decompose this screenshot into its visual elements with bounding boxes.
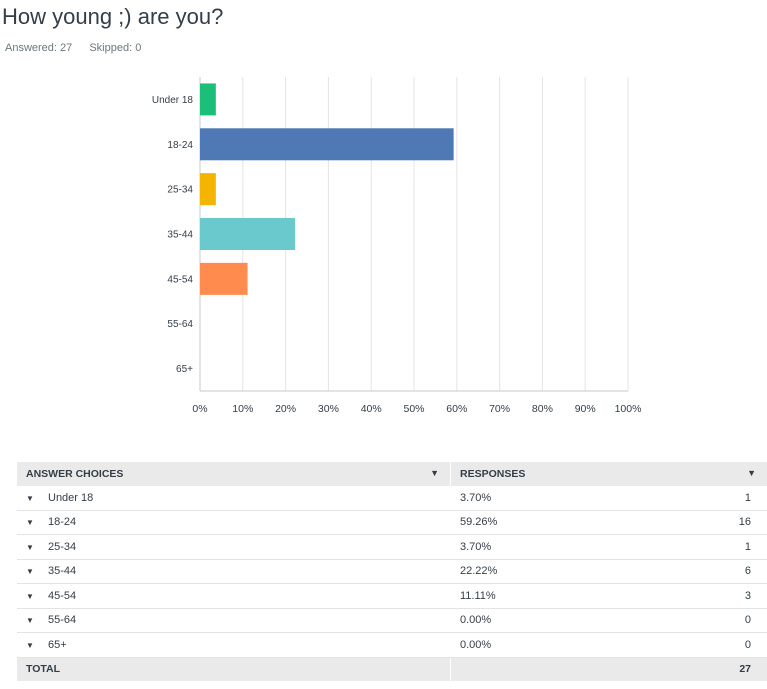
x-tick-label: 20% <box>275 403 296 415</box>
answer-choices-header[interactable]: ANSWER CHOICES ▼ <box>17 462 451 486</box>
category-label: 65+ <box>176 364 193 375</box>
x-tick-label: 80% <box>532 403 553 415</box>
sort-caret-icon[interactable]: ▼ <box>747 468 756 478</box>
x-tick-label: 0% <box>192 403 207 415</box>
answered-count: Answered: 27 <box>5 42 73 54</box>
response-percent: 22.22% <box>450 559 641 584</box>
bar[interactable] <box>200 173 216 206</box>
x-tick-label: 70% <box>489 403 510 415</box>
answer-choice-label: 45-54 <box>48 589 77 602</box>
expand-arrow-icon[interactable]: ▼ <box>26 640 34 650</box>
response-percent: 3.70% <box>450 534 641 560</box>
answer-choice-cell[interactable]: ▼ 45-54 <box>17 583 451 609</box>
category-label: 45-54 <box>167 274 193 285</box>
expand-arrow-icon[interactable]: ▼ <box>26 567 34 577</box>
bar-chart: 0% 10% 20% 30% 40% 50% 60% 70% 80% 90% 100% Under 1… <box>152 77 642 415</box>
table-row: ▼ 18-24 59.26% 16 <box>17 510 767 535</box>
response-count: 1 <box>640 486 767 511</box>
x-tick-label: 50% <box>403 403 424 415</box>
x-tick-label: 100% <box>615 403 642 415</box>
sort-caret-icon[interactable]: ▼ <box>430 468 439 478</box>
table-row: ▼ 65+ 0.00% 0 <box>17 632 767 658</box>
category-label: 35-44 <box>167 230 193 241</box>
response-percent: 59.26% <box>450 510 641 535</box>
expand-arrow-icon[interactable]: ▼ <box>26 518 34 528</box>
answer-choice-label: 35-44 <box>48 565 77 578</box>
table-row: ▼ Under 18 3.70% 1 <box>17 486 767 511</box>
expand-arrow-icon[interactable]: ▼ <box>26 591 34 601</box>
x-tick-label: 90% <box>575 403 596 415</box>
response-percent: 3.70% <box>450 486 641 511</box>
x-tick-label: 60% <box>446 403 467 415</box>
question-title: How young ;) are you? <box>2 4 224 29</box>
x-tick-label: 30% <box>318 403 339 415</box>
response-count: 16 <box>640 510 767 535</box>
answer-choice-label: 55-64 <box>48 614 77 627</box>
answer-choice-label: 18-24 <box>48 516 77 529</box>
category-label: 25-34 <box>167 185 193 196</box>
bar[interactable] <box>200 83 216 116</box>
response-count: 0 <box>640 608 767 633</box>
answer-choice-label: 25-34 <box>48 540 77 553</box>
category-label: 55-64 <box>167 319 193 330</box>
response-stats: Answered: 27 Skipped: 0 <box>5 42 155 54</box>
response-count: 1 <box>640 534 767 560</box>
answer-choice-label: 65+ <box>48 638 67 651</box>
responses-table: ANSWER CHOICES ▼ RESPONSES ▼ ▼ Under 18 3.… <box>17 462 767 681</box>
response-percent: 11.11% <box>450 583 641 609</box>
response-percent: 0.00% <box>450 608 641 633</box>
response-count: 0 <box>640 632 767 658</box>
response-count: 3 <box>640 583 767 609</box>
bar[interactable] <box>200 128 454 161</box>
answer-choice-label: Under 18 <box>48 491 94 504</box>
answer-choices-header-label: ANSWER CHOICES <box>26 468 124 480</box>
answer-choice-cell[interactable]: ▼ 65+ <box>17 632 451 658</box>
table-row: ▼ 55-64 0.00% 0 <box>17 608 767 633</box>
x-tick-label: 10% <box>232 403 253 415</box>
expand-arrow-icon[interactable]: ▼ <box>26 542 34 552</box>
table-row: ▼ 25-34 3.70% 1 <box>17 534 767 560</box>
category-label: 18-24 <box>167 140 193 151</box>
total-row: TOTAL 27 <box>17 657 767 681</box>
category-label: Under 18 <box>152 95 194 106</box>
total-label: TOTAL <box>17 657 451 681</box>
answer-choice-cell[interactable]: ▼ Under 18 <box>17 486 451 511</box>
answer-choice-cell[interactable]: ▼ 25-34 <box>17 534 451 560</box>
table-row: ▼ 45-54 11.11% 3 <box>17 583 767 609</box>
response-count: 6 <box>640 559 767 584</box>
answer-choice-cell[interactable]: ▼ 35-44 <box>17 559 451 584</box>
responses-header[interactable]: RESPONSES ▼ <box>450 462 767 486</box>
table-header-row: ANSWER CHOICES ▼ RESPONSES ▼ <box>17 462 767 486</box>
bar[interactable] <box>200 218 296 250</box>
expand-arrow-icon[interactable]: ▼ <box>26 616 34 626</box>
skipped-count: Skipped: 0 <box>89 42 142 54</box>
total-count: 27 <box>640 657 767 681</box>
table-row: ▼ 35-44 22.22% 6 <box>17 559 767 584</box>
answer-choice-cell[interactable]: ▼ 55-64 <box>17 608 451 633</box>
bar[interactable] <box>200 262 248 295</box>
answer-choice-cell[interactable]: ▼ 18-24 <box>17 510 451 535</box>
responses-header-label: RESPONSES <box>460 468 526 480</box>
x-tick-label: 40% <box>361 403 382 415</box>
total-spacer <box>450 657 641 681</box>
response-percent: 0.00% <box>450 632 641 658</box>
expand-arrow-icon[interactable]: ▼ <box>26 493 34 503</box>
